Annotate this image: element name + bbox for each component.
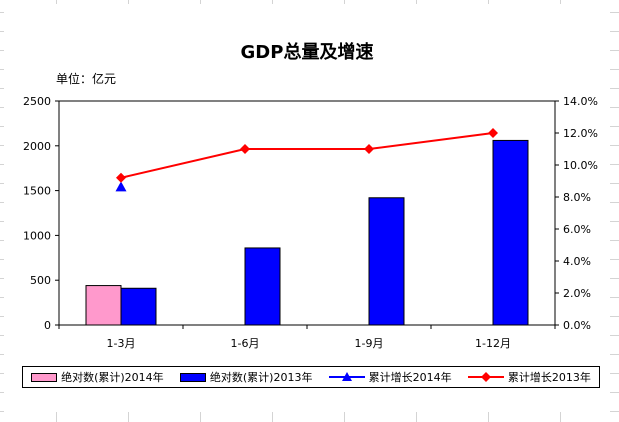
legend-label-2013-line: 累计增长2013年 — [507, 371, 591, 384]
diamond-point-1 — [240, 144, 250, 154]
chart-area[interactable]: 0 500 1000 1500 2000 2500 0.0% 2.0% 4.0% 6.0% 8.0%… — [4, 4, 610, 412]
legend-swatch-pink — [31, 372, 58, 382]
right-axis-tick-label: 14.0% — [563, 95, 598, 108]
legend-label-2014-line: 累计增长2014年 — [368, 371, 452, 384]
legend-label-2014-bar: 绝对数(累计)2014年 — [61, 371, 164, 384]
category-tick-label: 1-6月 — [231, 337, 260, 350]
plot-frame — [58, 100, 556, 326]
bar-0-0 — [85, 285, 122, 326]
legend-item-2014-bar: 绝对数(累计)2014年 — [31, 369, 164, 385]
chart-title: GDP总量及增速 — [240, 42, 374, 63]
legend: 绝对数(累计)2014年 绝对数(累计)2013年 累计增长2014年 累计增长… — [22, 366, 600, 388]
bar-1-2 — [368, 197, 405, 326]
right-axis-tick-label: 6.0% — [563, 223, 591, 236]
left-axis-tick-label: 0 — [44, 319, 51, 332]
triangle-marker-icon — [328, 372, 365, 381]
category-tick-label: 1-3月 — [107, 337, 136, 350]
legend-item-2013-line: 累计增长2013年 — [467, 369, 591, 385]
legend-label-2013-bar: 绝对数(累计)2013年 — [209, 371, 313, 384]
right-axis-tick-label: 2.0% — [563, 287, 591, 300]
left-axis-tick-label: 2500 — [23, 95, 51, 108]
chart-plot: 0 500 1000 1500 2000 2500 0.0% 2.0% 4.0% 6.0% 8.0%… — [23, 95, 598, 350]
diamond-marker-icon — [467, 372, 504, 382]
unit-label: 单位：亿元 — [56, 72, 117, 86]
left-axis-tick-label: 2000 — [23, 140, 51, 153]
right-axis-tick-label: 4.0% — [563, 255, 591, 268]
right-axis-tick-label: 10.0% — [563, 159, 598, 172]
legend-item-2013-bar: 绝对数(累计)2013年 — [179, 369, 313, 385]
legend-item-2014-line: 累计增长2014年 — [328, 369, 452, 385]
left-axis-tick-label: 500 — [30, 274, 51, 287]
left-axis-tick-label: 1500 — [23, 185, 51, 198]
right-axis-tick-label: 8.0% — [563, 191, 591, 204]
category-tick-label: 1-9月 — [355, 337, 384, 350]
bar-1-1 — [244, 247, 281, 326]
right-axis-tick-label: 12.0% — [563, 127, 598, 140]
left-axis-tick-label: 1000 — [23, 229, 51, 242]
legend-swatch-blue — [179, 372, 206, 382]
right-axis-tick-label: 0.0% — [563, 319, 591, 332]
line-series-1 — [120, 132, 494, 179]
diamond-point-0 — [116, 172, 126, 183]
bar-1-0 — [120, 287, 157, 326]
diamond-point-2 — [364, 144, 374, 154]
diamond-point-3 — [488, 128, 498, 138]
category-tick-label: 1-12月 — [475, 337, 511, 350]
bar-1-3 — [492, 139, 529, 326]
triangle-point-0 — [115, 181, 127, 192]
